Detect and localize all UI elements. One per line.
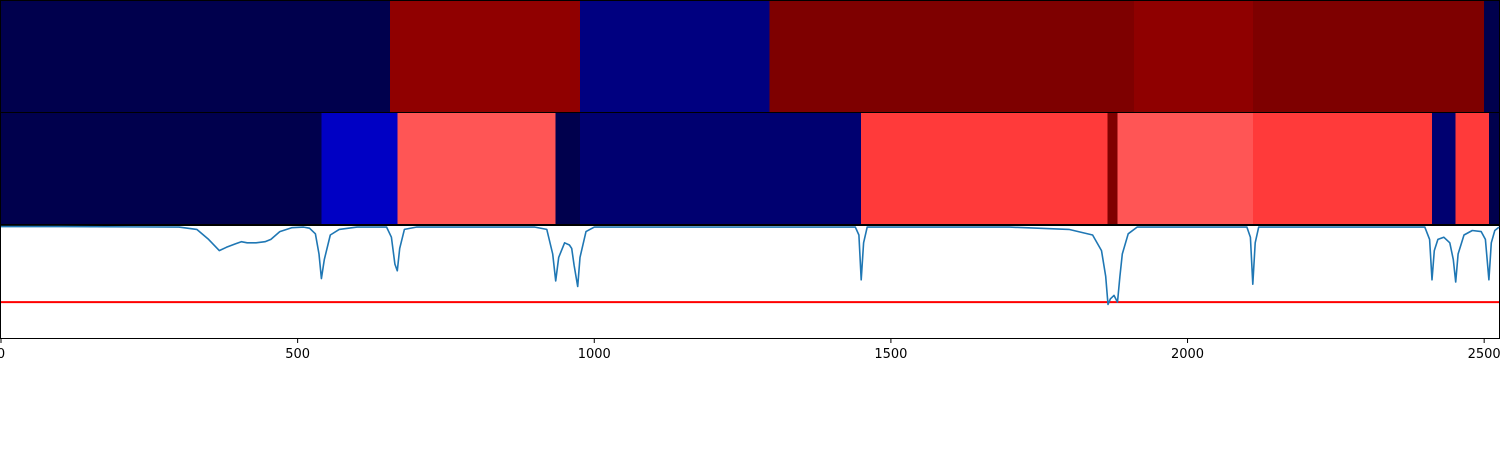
band-2-segment-3: [397, 113, 556, 224]
line-plot-area: [0, 225, 1500, 339]
band-1-segment-4: [769, 1, 1135, 112]
band-1-segment-7: [1484, 1, 1499, 112]
band-2-segment-10: [1431, 113, 1456, 224]
band-2-segment-7: [1107, 113, 1118, 224]
band-2-segment-2: [321, 113, 398, 224]
band-2-segment-6: [861, 113, 1108, 224]
x-tick-label-2500: 2500: [1468, 347, 1500, 362]
x-axis: 0 500 1000 1500 2000 2500: [0, 338, 1500, 362]
signal-series-line: [1, 225, 1500, 306]
line-panel-frame: [0, 225, 1500, 339]
band-2-segment-11: [1455, 113, 1489, 224]
x-tick-label-1500: 1500: [874, 347, 907, 362]
band-2-segment-8: [1117, 113, 1253, 224]
heatmap-band-1: [0, 0, 1500, 113]
band-1-segment-6: [1252, 1, 1485, 112]
heatmap-bands: [0, 0, 1500, 225]
band-1-segment-5: [1134, 1, 1253, 112]
band-1-segment-2: [390, 1, 581, 112]
band-2-segment-5: [580, 113, 862, 224]
x-tick-label-1000: 1000: [578, 347, 611, 362]
band-2-segment-9: [1252, 113, 1432, 224]
band-1-segment-1: [1, 1, 391, 112]
band-2-segment-4: [555, 113, 581, 224]
x-tick-label-0: 0: [0, 347, 5, 362]
x-tick-label-500: 500: [285, 347, 310, 362]
band-2-segment-1: [1, 113, 322, 224]
band-2-segment-12: [1488, 113, 1499, 224]
x-tick-label-2000: 2000: [1171, 347, 1204, 362]
heatmap-band-2: [0, 112, 1500, 225]
band-1-segment-3: [580, 1, 770, 112]
